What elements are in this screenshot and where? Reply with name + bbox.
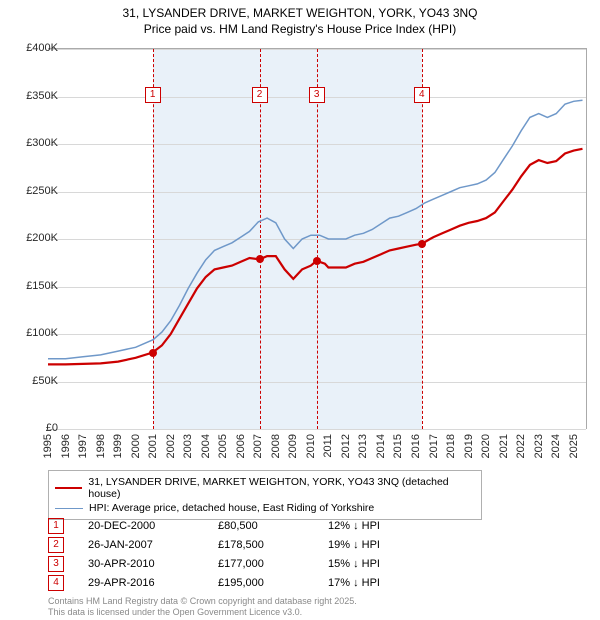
legend-item: 31, LYSANDER DRIVE, MARKET WEIGHTON, YOR… xyxy=(55,475,475,501)
series-hpi xyxy=(48,100,583,358)
x-tick-label: 2006 xyxy=(235,434,247,458)
sales-row-diff: 15% ↓ HPI xyxy=(328,558,448,570)
y-tick-label: £300K xyxy=(26,137,58,149)
sales-row-diff: 19% ↓ HPI xyxy=(328,539,448,551)
series-price_paid xyxy=(48,149,583,365)
sales-row-price: £178,500 xyxy=(218,539,328,551)
sales-row: 1 20-DEC-2000£80,50012% ↓ HPI xyxy=(48,516,448,535)
x-tick-label: 2004 xyxy=(200,434,212,458)
x-tick-label: 2001 xyxy=(147,434,159,458)
sales-row-date: 29-APR-2016 xyxy=(88,577,218,589)
y-tick-label: £400K xyxy=(26,42,58,54)
chart-lines xyxy=(48,49,586,429)
y-tick-label: £250K xyxy=(26,185,58,197)
x-tick-label: 2017 xyxy=(428,434,440,458)
y-tick-label: £0 xyxy=(46,422,58,434)
legend-swatch xyxy=(55,487,82,489)
sales-row-price: £80,500 xyxy=(218,520,328,532)
sales-row-date: 30-APR-2010 xyxy=(88,558,218,570)
x-tick-label: 2022 xyxy=(515,434,527,458)
x-tick-label: 2014 xyxy=(375,434,387,458)
footer-line2: This data is licensed under the Open Gov… xyxy=(48,607,357,618)
y-tick-label: £350K xyxy=(26,90,58,102)
sales-row-price: £195,000 xyxy=(218,577,328,589)
y-tick-label: £200K xyxy=(26,232,58,244)
x-tick-label: 2025 xyxy=(568,434,580,458)
legend-label: HPI: Average price, detached house, East… xyxy=(89,502,374,514)
legend-label: 31, LYSANDER DRIVE, MARKET WEIGHTON, YOR… xyxy=(88,476,475,500)
sales-row-date: 20-DEC-2000 xyxy=(88,520,218,532)
x-tick-label: 1999 xyxy=(112,434,124,458)
x-tick-label: 2011 xyxy=(322,434,334,458)
x-tick-label: 2007 xyxy=(252,434,264,458)
chart-title: 31, LYSANDER DRIVE, MARKET WEIGHTON, YOR… xyxy=(0,0,600,37)
sales-row-price: £177,000 xyxy=(218,558,328,570)
x-tick-label: 2013 xyxy=(357,434,369,458)
x-tick-label: 2019 xyxy=(463,434,475,458)
sales-table: 1 20-DEC-2000£80,50012% ↓ HPI 2 26-JAN-2007… xyxy=(48,516,448,592)
x-tick-label: 2008 xyxy=(270,434,282,458)
sales-row-date: 26-JAN-2007 xyxy=(88,539,218,551)
x-tick-label: 2002 xyxy=(165,434,177,458)
y-tick-label: £100K xyxy=(26,327,58,339)
gridline-h xyxy=(48,429,586,430)
legend-item: HPI: Average price, detached house, East… xyxy=(55,501,475,515)
legend-swatch xyxy=(55,508,83,509)
x-tick-label: 2012 xyxy=(340,434,352,458)
chart-plot-area: 1234 xyxy=(48,48,587,429)
x-tick-label: 1995 xyxy=(42,434,54,458)
sales-row: 2 26-JAN-2007£178,50019% ↓ HPI xyxy=(48,535,448,554)
x-tick-label: 2024 xyxy=(550,434,562,458)
y-tick-label: £150K xyxy=(26,280,58,292)
x-tick-label: 2016 xyxy=(410,434,422,458)
sales-row-marker: 1 xyxy=(48,518,64,534)
x-tick-label: 2003 xyxy=(182,434,194,458)
sales-row: 3 30-APR-2010£177,00015% ↓ HPI xyxy=(48,554,448,573)
sales-row-marker: 3 xyxy=(48,556,64,572)
footer-attribution: Contains HM Land Registry data © Crown c… xyxy=(48,596,357,618)
x-tick-label: 2020 xyxy=(480,434,492,458)
sales-row-diff: 17% ↓ HPI xyxy=(328,577,448,589)
x-tick-label: 2015 xyxy=(392,434,404,458)
x-tick-label: 2023 xyxy=(533,434,545,458)
title-line1: 31, LYSANDER DRIVE, MARKET WEIGHTON, YOR… xyxy=(0,6,600,22)
x-tick-label: 2009 xyxy=(287,434,299,458)
x-tick-label: 2010 xyxy=(305,434,317,458)
sales-row-marker: 4 xyxy=(48,575,64,591)
x-tick-label: 1997 xyxy=(77,434,89,458)
sales-row-diff: 12% ↓ HPI xyxy=(328,520,448,532)
x-tick-label: 2005 xyxy=(217,434,229,458)
title-line2: Price paid vs. HM Land Registry's House … xyxy=(0,22,600,38)
y-tick-label: £50K xyxy=(32,375,58,387)
legend: 31, LYSANDER DRIVE, MARKET WEIGHTON, YOR… xyxy=(48,470,482,520)
x-tick-label: 1998 xyxy=(95,434,107,458)
x-tick-label: 2000 xyxy=(130,434,142,458)
sales-row: 4 29-APR-2016£195,00017% ↓ HPI xyxy=(48,573,448,592)
footer-line1: Contains HM Land Registry data © Crown c… xyxy=(48,596,357,607)
x-tick-label: 1996 xyxy=(60,434,72,458)
sales-row-marker: 2 xyxy=(48,537,64,553)
x-tick-label: 2021 xyxy=(498,434,510,458)
x-tick-label: 2018 xyxy=(445,434,457,458)
